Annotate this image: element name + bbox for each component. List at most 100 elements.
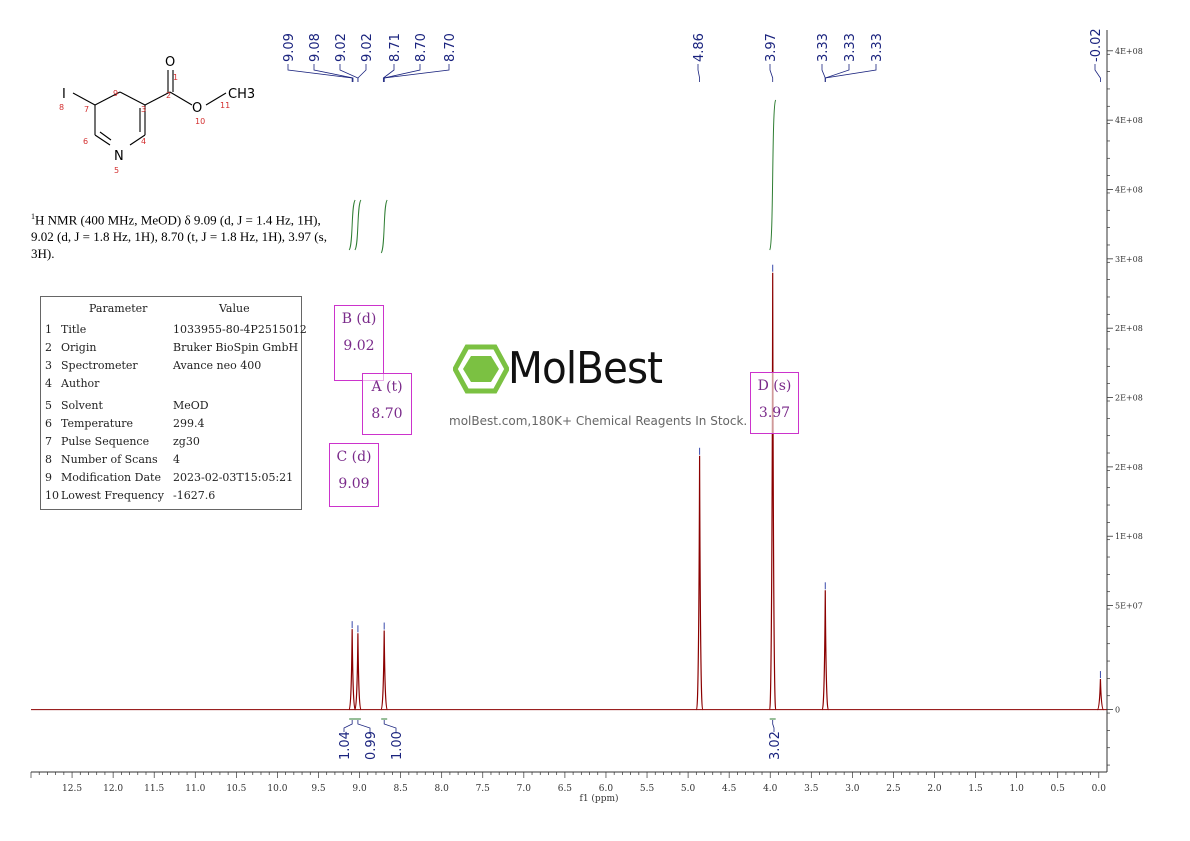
parameter-table: Parameter Value 1 Title 1033955-80-4P25150…: [40, 296, 307, 510]
nmr-line-1-text: H NMR (400 MHz, MeOD) δ 9.09 (d, J = 1.4…: [35, 212, 321, 228]
peak-label: 3.33: [843, 33, 858, 62]
peak-label: 9.02: [360, 33, 375, 62]
x-tick-label: 1.5: [968, 784, 983, 794]
param-row: 7 Pulse Sequence zg30: [45, 433, 200, 451]
integral-value: 1.00: [390, 731, 405, 760]
atom-number-7: 7: [84, 105, 89, 114]
molbest-logo-icon: [453, 344, 509, 394]
molbest-tagline: molBest.com,180K+ Chemical Reagents In S…: [449, 414, 748, 428]
param-row-name: Lowest Frequency: [61, 489, 164, 502]
param-row: 10 Lowest Frequency -1627.6: [45, 487, 215, 505]
nmr-description-line-1: 1H NMR (400 MHz, MeOD) δ 9.09 (d, J = 1.…: [31, 208, 391, 228]
param-row-value: 2023-02-03T15:05:21: [173, 471, 294, 484]
x-tick-label: 3.0: [845, 784, 860, 794]
y-tick-label: 2E+08: [1115, 463, 1143, 472]
x-tick-label: 2.5: [886, 784, 901, 794]
spectrum-peak: [380, 630, 388, 711]
atom-n: N: [114, 149, 124, 164]
x-tick-label: 1.0: [1009, 784, 1024, 794]
x-tick-label: 6.5: [558, 784, 573, 794]
peak-label-leader: [357, 64, 367, 82]
atom-number-1: 1: [173, 73, 178, 82]
x-tick-label: 12.5: [62, 784, 82, 794]
spectrum-peak: [354, 633, 362, 711]
y-tick-label: 5E+07: [1115, 602, 1143, 611]
param-row-number: 2: [45, 341, 52, 354]
atom-o-ester: O: [192, 101, 202, 116]
peak-label-leader: [383, 64, 450, 82]
spectrum-peak: [1096, 679, 1105, 711]
x-tick-label: 9.0: [352, 784, 367, 794]
integral-leader: [343, 720, 353, 732]
param-row-name: Pulse Sequence: [61, 435, 150, 448]
x-tick-label: 5.5: [640, 784, 655, 794]
peak-label: 3.33: [870, 33, 885, 62]
peak-label-leader: [821, 64, 826, 82]
param-row-name: Solvent: [61, 399, 103, 412]
peak-label: 4.86: [692, 33, 707, 62]
nmr-superscript: 1: [31, 212, 35, 221]
peak-box-d: D (s) 3.97: [750, 372, 799, 434]
integral-curve: [348, 199, 356, 251]
peak-label: 9.09: [282, 33, 297, 62]
param-row-name: Origin: [61, 341, 97, 354]
atom-i: I: [62, 87, 66, 102]
peak-label: 8.70: [443, 33, 458, 62]
integral-curve: [380, 199, 388, 254]
peak-label-leader: [1094, 64, 1101, 82]
x-tick-label: 0.0: [1092, 784, 1107, 794]
y-tick-label: 1E+08: [1115, 532, 1143, 541]
param-row-value: -1627.6: [173, 489, 216, 502]
y-tick-label: 3E+08: [1115, 255, 1143, 264]
peak-label-leader: [287, 64, 353, 82]
x-tick-label: 7.5: [476, 784, 491, 794]
molbest-brand: MolBest: [508, 343, 663, 394]
spectrum-peak: [348, 629, 356, 711]
integral-leader: [383, 720, 397, 732]
atom-number-11: 11: [220, 101, 230, 110]
peak-box-a-label: A (t): [371, 379, 403, 395]
y-tick-label: 4E+08: [1115, 185, 1143, 194]
atom-number-9: 9: [113, 89, 118, 98]
peak-box-a-value: 8.70: [371, 406, 403, 422]
param-row-value: 299.4: [173, 417, 205, 430]
param-row-name: Title: [61, 323, 87, 336]
x-tick-label: 4.0: [763, 784, 778, 794]
param-header-parameter: Parameter: [89, 302, 148, 315]
y-tick-label: 2E+08: [1115, 394, 1143, 403]
peak-label: 8.71: [388, 33, 403, 62]
param-row-value: 1033955-80-4P2515012: [173, 323, 307, 336]
param-row-name: Author: [61, 377, 100, 390]
param-row-number: 1: [45, 323, 52, 336]
peak-label: 3.97: [764, 33, 779, 62]
param-row-value: zg30: [173, 435, 200, 448]
x-tick-label: 3.5: [804, 784, 819, 794]
x-tick-label: 11.5: [144, 784, 164, 794]
x-tick-label: 5.0: [681, 784, 696, 794]
param-header-value: Value: [219, 302, 250, 315]
nmr-description-line-3: 3H).: [31, 246, 55, 262]
param-row: 6 Temperature 299.4: [45, 415, 205, 433]
param-row-name: Number of Scans: [61, 453, 158, 466]
param-row-number: 8: [45, 453, 52, 466]
param-row: 4 Author: [45, 375, 173, 393]
integral-value: 3.02: [768, 731, 783, 760]
atom-o-carbonyl: O: [165, 55, 175, 70]
x-tick-label: 12.0: [103, 784, 123, 794]
peak-label-leader: [769, 64, 774, 82]
x-tick-label: 2.0: [927, 784, 942, 794]
peak-label: 8.70: [414, 33, 429, 62]
integral-leader: [357, 720, 371, 732]
peak-box-b-value: 9.02: [343, 338, 375, 354]
param-row: 5 Solvent MeOD: [45, 397, 209, 415]
x-tick-label: 6.0: [599, 784, 614, 794]
x-tick-label: 10.0: [267, 784, 287, 794]
spectrum-peak: [769, 272, 777, 711]
peak-label: -0.02: [1089, 28, 1104, 62]
param-row-name: Temperature: [61, 417, 134, 430]
integral-curve: [769, 99, 777, 251]
atom-number-10: 10: [195, 117, 205, 126]
param-row-number: 5: [45, 399, 52, 412]
